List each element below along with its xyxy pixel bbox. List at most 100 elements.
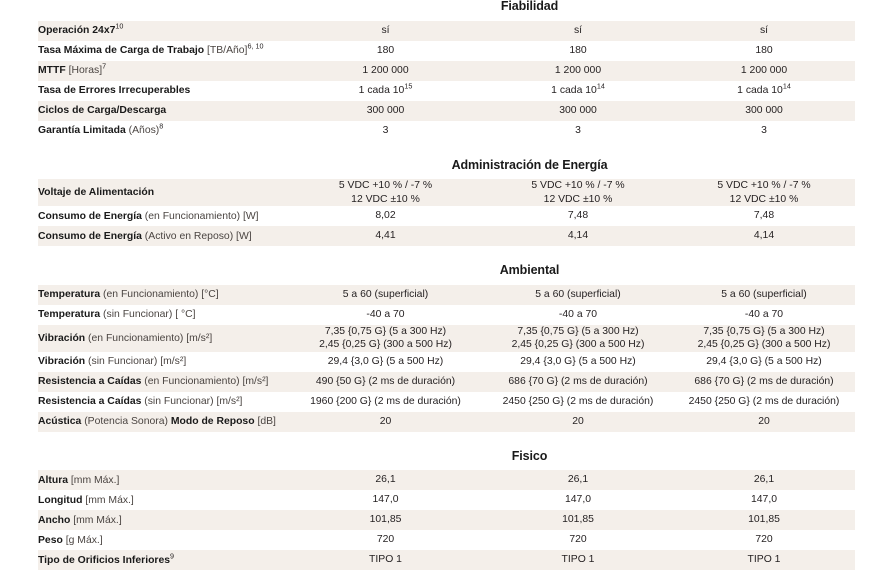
spec-section: Fiabilidad Operación 24x710 sí sí sí Tasa Máx… [0, 0, 887, 141]
row-label-strong: Longitud [38, 494, 83, 506]
row-value-cell: 20 [673, 411, 855, 432]
table-row: Consumo de Energía (Activo en Reposo) [W… [38, 226, 855, 247]
row-label-cell: Vibración (sin Funcionar) [m/s²] [38, 351, 288, 372]
spec-table: Voltaje de Alimentación 5 VDC +10 % / -7 … [38, 179, 855, 247]
row-label-muted: (en Funcionamiento) [m/s²] [141, 376, 269, 388]
row-value-cell: 26,1 [483, 470, 673, 491]
row-value-cell: 3 [673, 120, 855, 141]
row-label-strong: Consumo de Energía [38, 210, 142, 222]
row-label-muted: (en Funcionamiento) [W] [141, 210, 259, 222]
value-line: 12 VDC ±10 % [729, 193, 799, 205]
row-label-strong: Resistencia a Caídas [38, 396, 142, 408]
row-label-muted: (Años) [125, 125, 160, 136]
title-spacer [0, 462, 887, 470]
row-label-strong: Acústica [38, 416, 82, 428]
row-value-cell: 4,41 [288, 226, 483, 247]
row-label-cell: Tasa de Errores Irrecuperables [38, 80, 288, 101]
row-value-cell: 5 a 60 (superficial) [288, 284, 483, 305]
row-value-cell: sí [673, 20, 855, 41]
row-value-cell: 7,35 {0,75 G} (5 a 300 Hz) 2,45 {0,25 G} … [673, 324, 855, 352]
table-row: Resistencia a Caídas (en Funcionamiento)… [38, 371, 855, 392]
row-value-cell: TIPO 1 [673, 550, 855, 571]
row-label-muted: [mm Máx.] [70, 514, 122, 526]
title-spacer [0, 171, 887, 179]
spec-table: Operación 24x710 sí sí sí Tasa Máxima de Car… [38, 20, 855, 141]
row-value-cell: 1 200 000 [288, 60, 483, 81]
value-line: 7,35 {0,75 G} (5 a 300 Hz) [324, 325, 447, 337]
spec-section: Ambiental Temperatura (en Funcionamiento)… [0, 246, 887, 432]
row-label-cell: Voltaje de Alimentación [38, 179, 288, 207]
footnote-marker: 6, 10 [247, 41, 264, 51]
row-value-cell: 20 [288, 411, 483, 432]
row-label-cell: Altura [mm Máx.] [38, 470, 288, 491]
row-label-muted-2: [dB] [254, 416, 276, 428]
row-value-cell: -40 a 70 [483, 304, 673, 325]
table-row: Garantía Limitada (Años)8 3 3 3 [38, 120, 855, 141]
row-value-cell: 147,0 [673, 490, 855, 511]
row-label-cell: Acústica (Potencia Sonora) Modo de Repos… [38, 411, 288, 432]
value-line: 7,35 {0,75 G} (5 a 300 Hz) [703, 325, 825, 337]
table-row: Vibración (en Funcionamiento) [m/s²] 7,35… [38, 324, 855, 352]
row-value-cell: 5 a 60 (superficial) [673, 284, 855, 305]
footnote-marker: 10 [115, 21, 124, 31]
row-value-cell: 300 000 [483, 100, 673, 121]
row-value-cell: 101,85 [288, 510, 483, 531]
row-label-muted: [mm Máx.] [82, 494, 134, 506]
row-label-strong-2: Modo de Reposo [170, 416, 255, 428]
title-spacer [0, 13, 887, 21]
value-line: 2,45 {0,25 G} (300 a 500 Hz) [511, 339, 645, 351]
row-value-cell: 180 [483, 40, 673, 61]
row-label-cell: Peso [g Máx.] [38, 530, 288, 551]
value-line: 2,45 {0,25 G} (300 a 500 Hz) [697, 339, 831, 351]
row-value-cell: 720 [288, 530, 483, 551]
row-value-cell: 5 VDC +10 % / -7 % 12 VDC ±10 % [288, 179, 483, 207]
row-value-cell: sí [483, 20, 673, 41]
row-value-cell: 300 000 [288, 100, 483, 121]
value-line: 5 VDC +10 % / -7 % [531, 180, 625, 191]
row-label-strong: Operación 24x7 [38, 25, 116, 36]
row-value-cell: 1 cada 1014 [673, 80, 855, 101]
value-line: 2,45 {0,25 G} (300 a 500 Hz) [319, 339, 452, 351]
value-line: 7,35 {0,75 G} (5 a 300 Hz) [517, 325, 639, 337]
row-value-cell: 180 [288, 40, 483, 61]
row-value-cell: 7,48 [483, 206, 673, 227]
row-value-cell: 686 {70 G} (2 ms de duración) [483, 371, 673, 392]
table-row: Temperatura (en Funcionamiento) [°C] 5 a … [38, 284, 855, 305]
row-value-cell: 8,02 [288, 206, 483, 227]
row-value-cell: 1 cada 1015 [288, 80, 483, 101]
row-label-strong: Ancho [38, 514, 71, 526]
table-row: Altura [mm Máx.] 26,1 26,1 26,1 [38, 470, 855, 491]
row-value-cell: 2450 {250 G} (2 ms de duración) [483, 391, 673, 412]
row-label-strong: Garantía Limitada [38, 125, 126, 136]
row-value-cell: 101,85 [483, 510, 673, 531]
table-row: Vibración (sin Funcionar) [m/s²] 29,4 {3,… [38, 351, 855, 372]
title-spacer [0, 277, 887, 285]
row-value-cell: 720 [483, 530, 673, 551]
exponent: 14 [782, 81, 791, 91]
row-label-muted: [Horas] [65, 65, 103, 76]
table-row: Tasa de Errores Irrecuperables 1 cada 101… [38, 80, 855, 101]
row-label-strong: Voltaje de Alimentación [38, 187, 155, 199]
row-value-cell: 300 000 [673, 100, 855, 121]
row-label-muted: [mm Máx.] [68, 474, 120, 486]
row-label-cell: Consumo de Energía (Activo en Reposo) [W… [38, 226, 288, 247]
row-value-cell: 29,4 {3,0 G} (5 a 500 Hz) [288, 351, 483, 372]
row-label-strong: Vibración [38, 332, 86, 344]
table-row: MTTF [Horas]7 1 200 000 1 200 000 1 200 000 [38, 60, 855, 81]
row-label-strong: Tasa de Errores Irrecuperables [38, 85, 191, 96]
value-line: 5 VDC +10 % / -7 % [338, 180, 433, 191]
row-value-cell: 7,35 {0,75 G} (5 a 300 Hz) 2,45 {0,25 G} … [288, 324, 483, 352]
section-title: Administración de Energía [451, 157, 608, 172]
spec-section: Fisico Altura [mm Máx.] 26,1 26,1 26,1 Longit… [0, 432, 887, 571]
table-row: Longitud [mm Máx.] 147,0 147,0 147,0 [38, 490, 855, 511]
row-value-cell: 5 VDC +10 % / -7 % 12 VDC ±10 % [673, 179, 855, 207]
row-label-strong: Altura [38, 474, 69, 486]
row-label-muted: (sin Funcionar) [m/s²] [85, 356, 187, 368]
row-value-cell: 1 200 000 [483, 60, 673, 81]
row-value-cell: sí [288, 20, 483, 41]
row-label-cell: Ciclos de Carga/Descarga [38, 100, 288, 121]
row-label-strong: Ciclos de Carga/Descarga [38, 105, 167, 116]
row-label-cell: MTTF [Horas]7 [38, 60, 288, 81]
row-value-cell: 7,35 {0,75 G} (5 a 300 Hz) 2,45 {0,25 G} … [483, 324, 673, 352]
